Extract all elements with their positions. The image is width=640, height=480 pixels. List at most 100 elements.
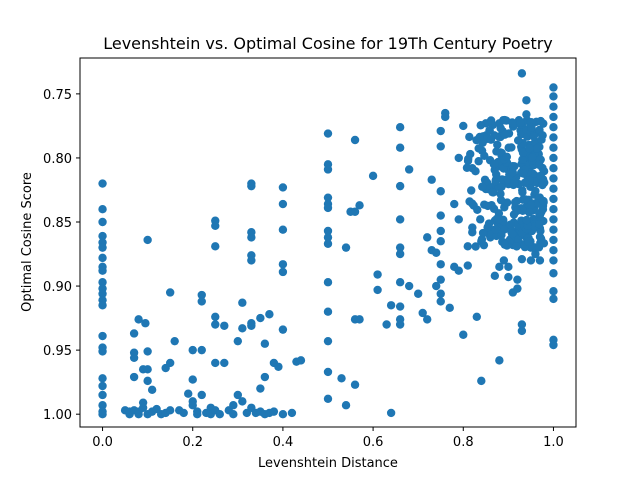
scatter-point	[526, 200, 536, 210]
y-tick-label: 0.95	[43, 344, 72, 359]
scatter-point	[432, 248, 441, 257]
scatter-point	[229, 409, 238, 419]
scatter-point	[229, 401, 238, 410]
scatter-point	[323, 193, 333, 202]
scatter-point	[486, 135, 496, 144]
scatter-point	[220, 321, 229, 330]
scatter-point	[549, 153, 558, 163]
scatter-point	[256, 313, 265, 323]
scatter-point	[233, 390, 243, 400]
x-tick-label: 0.0	[92, 435, 113, 450]
scatter-point	[341, 243, 351, 252]
scatter-point	[278, 267, 288, 277]
scatter-point	[98, 253, 107, 263]
scatter-point	[491, 225, 501, 235]
scatter-point	[98, 401, 107, 410]
scatter-point	[323, 307, 333, 316]
scatter-point	[549, 184, 558, 193]
scatter-point	[323, 239, 333, 248]
scatter-point	[524, 208, 534, 217]
scatter-point	[459, 330, 468, 339]
scatter-point	[549, 235, 558, 245]
scatter-point	[238, 397, 247, 406]
scatter-point	[98, 289, 107, 298]
scatter-point	[247, 181, 256, 191]
scatter-point	[395, 320, 405, 329]
scatter-point	[486, 116, 496, 125]
x-tick-label: 0.4	[273, 435, 294, 450]
scatter-point	[98, 179, 107, 188]
scatter-point	[129, 353, 139, 363]
scatter-point	[517, 326, 527, 336]
scatter-point	[436, 187, 445, 196]
scatter-point	[535, 232, 545, 242]
scatter-point	[373, 285, 382, 295]
scatter-point	[549, 256, 558, 265]
scatter-point	[510, 178, 519, 188]
scatter-point	[337, 374, 346, 383]
scatter-point	[462, 163, 472, 172]
scatter-point	[538, 180, 547, 190]
scatter-point	[404, 165, 414, 174]
scatter-point	[549, 92, 558, 101]
scatter-point	[423, 233, 432, 242]
scatter-point	[274, 362, 283, 371]
scatter-point	[549, 269, 558, 278]
scatter-point	[323, 278, 333, 287]
scatter-point	[395, 215, 405, 224]
scatter-point	[395, 122, 405, 132]
scatter-point	[211, 221, 220, 231]
scatter-point	[475, 132, 484, 142]
scatter-point	[471, 242, 480, 251]
scatter-point	[491, 176, 500, 186]
scatter-point	[197, 290, 206, 300]
scatter-point	[500, 240, 509, 249]
scatter-point	[278, 409, 288, 419]
scatter-point	[549, 340, 558, 350]
scatter-point	[506, 220, 515, 229]
scatter-point	[98, 278, 107, 287]
scatter-point	[323, 165, 333, 174]
scatter-point	[197, 297, 206, 306]
scatter-point	[368, 171, 378, 181]
x-tick-label: 0.6	[363, 435, 384, 450]
scatter-point	[459, 121, 468, 131]
y-tick-label: 0.85	[43, 216, 72, 231]
scatter-point	[193, 409, 202, 419]
scatter-point	[517, 254, 527, 264]
scatter-point	[436, 237, 445, 246]
scatter-point	[350, 207, 360, 216]
scatter-point	[278, 325, 288, 334]
scatter-point	[184, 389, 193, 398]
x-axis-label: Levenshtein Distance	[258, 456, 398, 471]
scatter-point	[549, 174, 558, 183]
scatter-point	[211, 320, 220, 329]
scatter-point	[98, 374, 107, 383]
y-tick-label: 0.90	[43, 280, 72, 295]
scatter-point	[247, 321, 256, 330]
scatter-point	[395, 181, 405, 191]
scatter-point	[238, 324, 247, 333]
scatter-point	[535, 256, 545, 265]
scatter-point	[454, 153, 463, 163]
scatter-point	[211, 358, 220, 368]
scatter-point	[98, 217, 107, 227]
scatter-point	[522, 215, 531, 225]
scatter-point	[233, 336, 243, 346]
scatter-point	[529, 132, 538, 141]
scatter-point	[477, 376, 486, 386]
scatter-point	[521, 195, 530, 204]
scatter-point	[188, 375, 197, 384]
scatter-point	[535, 219, 544, 229]
scatter-point	[256, 384, 265, 393]
scatter-point	[134, 315, 143, 324]
scatter-point	[514, 235, 523, 244]
scatter-point	[188, 401, 197, 410]
scatter-point	[549, 143, 558, 152]
scatter-point	[436, 226, 445, 236]
scatter-point	[549, 294, 558, 304]
scatter-point	[478, 182, 487, 191]
scatter-point	[538, 131, 547, 140]
scatter-point	[197, 345, 206, 355]
scatter-point	[98, 390, 107, 400]
